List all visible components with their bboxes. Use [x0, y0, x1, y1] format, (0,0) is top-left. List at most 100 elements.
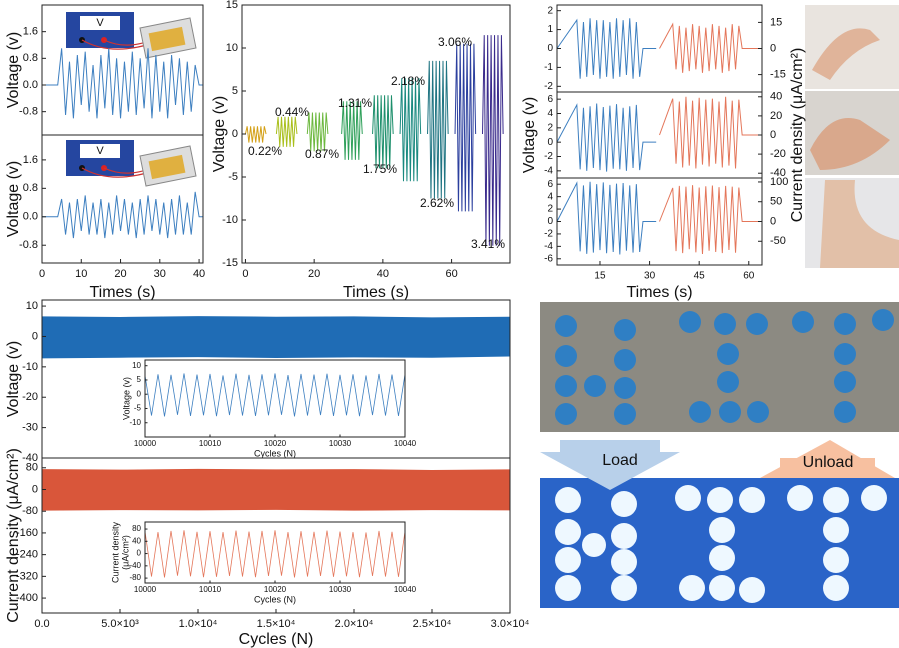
y-tick-label: -20: [22, 391, 38, 403]
plot-frame: [41, 134, 204, 264]
signal-line: [144, 530, 406, 578]
strain-label: 2.62%: [420, 196, 454, 210]
y-tick-label: -1: [544, 62, 553, 73]
signal-band: [42, 316, 510, 359]
y-tick-label: 2: [547, 204, 553, 215]
y-tick-label: 0.0: [23, 79, 38, 91]
y2-tick-label: -20: [770, 148, 786, 160]
y-tick-label: 5: [232, 85, 238, 97]
y-tick-label: 0: [32, 330, 38, 342]
x-tick-label: 10000: [134, 439, 157, 448]
y2-tick-label: 15: [770, 16, 782, 28]
x-tick-label: 40: [377, 268, 389, 280]
y-tick-label: -80: [22, 505, 38, 517]
y-tick-label: -4: [544, 165, 553, 176]
x-tick-label: 20: [114, 268, 126, 280]
y-tick-label: 1: [547, 24, 553, 35]
unload-arrow-body: [780, 458, 875, 478]
y-axis-label: (μA/cm²): [120, 535, 130, 570]
y2-tick-label: -50: [770, 235, 786, 247]
signal-line: [659, 96, 759, 169]
signal-line: [556, 103, 657, 172]
meter-label: V: [96, 17, 104, 29]
x-tick-label: 1.5×10⁴: [257, 618, 296, 630]
y2-tick-label: -40: [770, 167, 786, 179]
y-axis-label: Voltage (v): [521, 97, 538, 173]
y-tick-label: -240: [16, 549, 38, 561]
signal-band: [42, 468, 510, 511]
y-tick-label: -10: [22, 361, 38, 373]
y-tick-label: 1.6: [23, 154, 38, 166]
x-tick-label: 0: [39, 268, 45, 280]
y-axis-label: Current density: [110, 521, 120, 583]
led-group-lit: [555, 485, 887, 603]
signal-line: [341, 101, 363, 160]
x-tick-label: 10: [75, 268, 87, 280]
y-tick-label: -6: [544, 253, 553, 264]
sensor-electrode: [148, 26, 186, 52]
y-tick-label: 0: [137, 389, 142, 398]
y-tick-label: 4: [547, 191, 553, 202]
y-tick-label: -40: [22, 452, 38, 464]
y-tick-label: 0: [547, 137, 553, 148]
y-tick-label: 1.6: [23, 26, 38, 38]
voltmeter-icon: V: [66, 140, 197, 187]
y2-tick-label: 20: [770, 110, 782, 122]
signal-line: [482, 35, 504, 246]
y-tick-label: -30: [22, 422, 38, 434]
led-group: [555, 309, 894, 425]
y-tick-label: 40: [132, 536, 141, 545]
signal-line: [427, 60, 449, 199]
y-tick-label: 4: [547, 108, 553, 119]
y-tick-label: 0.8: [23, 52, 38, 64]
x-tick-label: 30: [644, 271, 656, 282]
y-tick-label: 80: [26, 462, 38, 474]
inset-background: [145, 360, 405, 437]
x-tick-label: 10020: [264, 585, 287, 594]
y-tick-label: -0.8: [19, 239, 38, 251]
signal-line: [306, 112, 329, 152]
x-tick-label: 40: [193, 268, 205, 280]
strain-label: 1.31%: [338, 96, 372, 110]
x-tick-label: 3.0×10⁴: [491, 618, 530, 630]
y-tick-label: 80: [132, 524, 141, 533]
sensor-electrode: [148, 154, 186, 180]
hand-shape: [810, 118, 890, 170]
y-tick-label: 0: [232, 128, 238, 140]
signal-line: [556, 18, 657, 79]
y-tick-label: -80: [129, 573, 141, 582]
photo-column: [805, 5, 899, 268]
signal-line: [372, 95, 394, 169]
meter-label: V: [96, 145, 104, 157]
arm-shape: [820, 180, 899, 268]
hand-shape: [812, 28, 880, 80]
y-tick-label: 10: [132, 361, 141, 370]
y-tick-label: -2: [544, 81, 553, 92]
x-tick-label: 60: [445, 268, 457, 280]
y2-tick-label: 0: [770, 215, 776, 227]
x-tick-label: 10030: [329, 439, 352, 448]
y-tick-label: 0: [547, 43, 553, 54]
x-tick-label: 10030: [329, 585, 352, 594]
y-tick-label: 0.8: [23, 182, 38, 194]
y-tick-label: -320: [16, 570, 38, 582]
x-tick-label: 10010: [199, 439, 222, 448]
y-tick-label: -2: [544, 151, 553, 162]
y-axis-label: Current density (μA/cm²): [5, 448, 22, 623]
signal-line: [454, 43, 477, 212]
x-tick-label: 30: [154, 268, 166, 280]
y-tick-label: -4: [544, 241, 553, 252]
y-tick-label: -40: [129, 561, 141, 570]
strain-label: 2.18%: [391, 74, 425, 88]
y-axis-label: Voltage (v): [5, 341, 22, 417]
signal-line: [275, 116, 298, 147]
x-tick-label: 5.0×10³: [101, 618, 139, 630]
strain-label: 0.87%: [305, 147, 339, 161]
strain-label: 3.06%: [438, 35, 472, 49]
meter-display: [80, 144, 120, 158]
x-tick-label: 10000: [134, 585, 157, 594]
signal-line: [42, 48, 203, 119]
y-tick-label: 0: [547, 216, 553, 227]
y-tick-label: 0: [137, 549, 142, 558]
